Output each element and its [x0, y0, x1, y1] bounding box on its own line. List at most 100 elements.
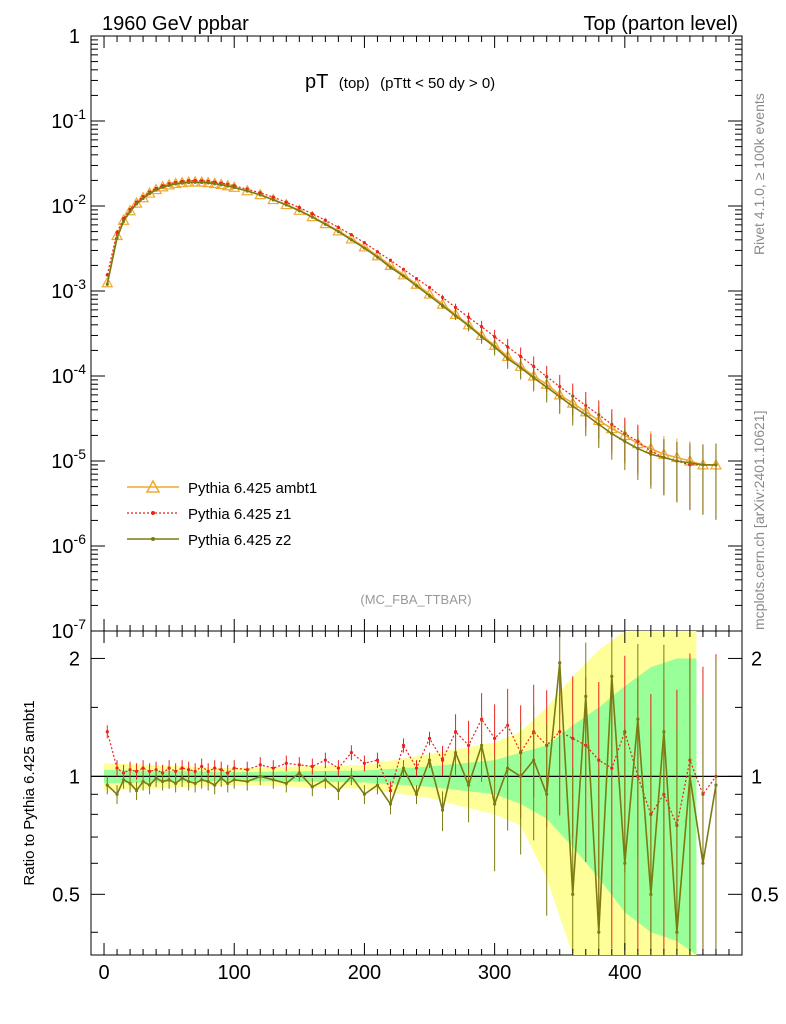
ratio-point — [401, 743, 406, 747]
y-tick-label: 10-2 — [51, 191, 86, 218]
y-tick-label: 10-4 — [51, 361, 86, 388]
ratio-point — [187, 768, 191, 772]
ratio-point — [167, 778, 171, 782]
plot-title: pT (top) (pTtt < 50 dy > 0) — [305, 71, 495, 93]
mcplots-url-label: mcplots.cern.ch [arXiv:2401.10621] — [751, 411, 767, 630]
data-point — [349, 233, 353, 237]
ratio-point — [480, 743, 484, 747]
data-point — [636, 446, 640, 451]
data-point — [375, 250, 380, 254]
data-point — [362, 241, 367, 245]
ratio-y-tick-label-right: 2 — [751, 648, 762, 670]
ratio-point — [245, 768, 249, 772]
ratio-point — [388, 802, 393, 806]
data-point — [232, 185, 236, 190]
ratio-point — [636, 717, 640, 721]
data-point — [427, 285, 432, 290]
ratio-point — [597, 930, 601, 934]
ratio-point — [167, 766, 171, 770]
ratio-point — [336, 766, 340, 770]
data-point — [571, 404, 575, 408]
x-tick-label: 300 — [478, 962, 511, 984]
data-point — [117, 214, 130, 225]
ratio-point — [506, 766, 510, 770]
data-point — [115, 236, 119, 240]
data-point — [226, 184, 230, 188]
ratio-point — [701, 861, 705, 865]
ratio-series-group — [105, 631, 718, 951]
ratio-point — [174, 769, 178, 773]
ratio-point — [174, 781, 178, 785]
ratio-point — [453, 750, 458, 755]
data-point — [147, 191, 152, 196]
ratio-band-yellow — [104, 631, 697, 955]
data-point — [519, 354, 523, 359]
ratio-point — [571, 736, 575, 741]
data-point — [388, 258, 393, 262]
ratio-y-tick-label-right: 1 — [751, 766, 762, 788]
ratio-point — [440, 758, 445, 762]
series-2 — [105, 180, 718, 520]
data-point — [189, 175, 202, 187]
ratio-point — [213, 783, 217, 787]
data-point — [323, 222, 327, 226]
ratio-point — [375, 758, 380, 762]
data-point — [623, 439, 627, 444]
ratio-point — [258, 774, 262, 778]
ratio-point — [323, 778, 327, 782]
series-1 — [105, 178, 718, 520]
ratio-y-axis-label: Ratio to Pythia 6.425 ambt1 — [21, 700, 38, 885]
ratio-point — [147, 769, 152, 773]
ratio-point — [610, 674, 614, 678]
title-sub1: (top) — [339, 75, 370, 92]
ratio-point — [206, 769, 210, 773]
title-sub2: (pTtt < 50 dy > 0) — [380, 75, 495, 92]
x-tick-label: 200 — [348, 962, 381, 984]
ratio-point — [297, 771, 301, 775]
data-point — [271, 195, 275, 199]
ratio-point — [323, 758, 327, 762]
data-point — [180, 181, 184, 185]
data-point — [141, 196, 145, 200]
ratio-point — [245, 779, 249, 784]
data-point — [401, 267, 406, 271]
data-point — [701, 463, 705, 467]
ratio-point — [226, 781, 230, 785]
legend-z1-label: Pythia 6.425 z1 — [188, 506, 291, 523]
data-point — [297, 209, 301, 213]
ratio-point — [388, 788, 393, 793]
x-tick-label: 400 — [608, 962, 641, 984]
ratio-point — [453, 730, 458, 734]
data-point — [206, 181, 210, 185]
data-point — [414, 276, 419, 281]
data-point — [440, 295, 445, 300]
data-point — [124, 204, 137, 216]
ratio-point — [336, 788, 340, 793]
data-point — [506, 357, 510, 361]
data-point — [174, 182, 178, 186]
data-point — [480, 335, 484, 339]
ratio-point — [147, 783, 152, 787]
ratio-point — [219, 776, 223, 780]
data-point — [362, 246, 367, 250]
data-point — [121, 219, 126, 223]
ratio-point — [584, 694, 588, 699]
legend-z2-label: Pythia 6.425 z2 — [188, 532, 291, 549]
ratio-point — [662, 730, 666, 734]
ratio-point — [401, 766, 406, 770]
data-point — [610, 432, 614, 436]
data-point — [310, 215, 314, 219]
ratio-point — [128, 781, 132, 785]
data-point — [597, 422, 601, 426]
data-point — [195, 175, 208, 187]
data-point — [532, 376, 536, 380]
data-point — [466, 315, 471, 319]
ratio-point — [284, 781, 288, 785]
data-point — [584, 413, 588, 417]
data-point — [545, 385, 549, 389]
ratio-point — [623, 861, 627, 865]
ratio-point — [232, 766, 236, 770]
ratio-point — [362, 792, 367, 796]
x-tick-label: 0 — [98, 962, 109, 984]
